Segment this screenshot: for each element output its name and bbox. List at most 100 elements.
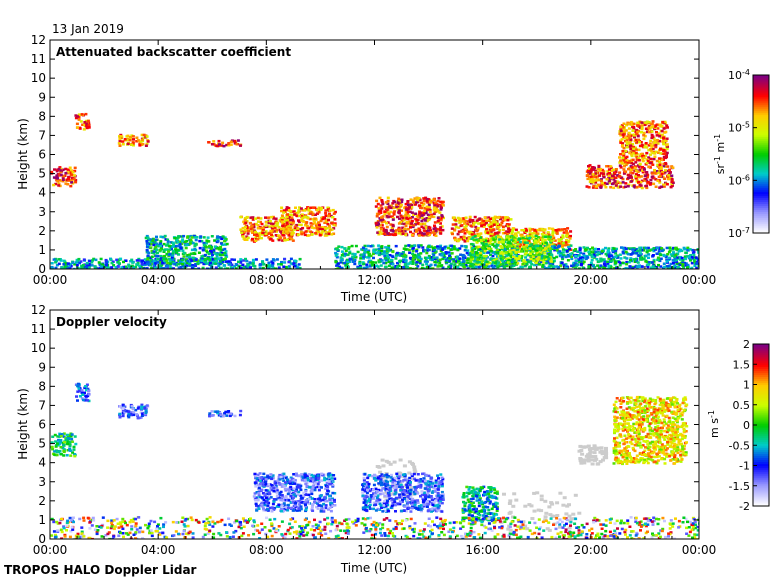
data-cell: [301, 209, 305, 212]
data-cell: [561, 251, 565, 254]
data-cell: [510, 238, 513, 241]
data-cell: [377, 210, 381, 213]
data-cell: [380, 249, 384, 252]
data-cell: [422, 217, 426, 221]
data-cell: [290, 216, 294, 219]
data-cell: [471, 219, 475, 222]
data-cell: [442, 255, 446, 258]
data-cell: [217, 264, 221, 268]
data-cell: [388, 254, 392, 257]
data-cell: [523, 253, 527, 256]
data-cell: [334, 254, 338, 257]
data-cell: [425, 265, 429, 269]
data-cell: [528, 244, 532, 247]
data-cell: [106, 266, 110, 269]
data-cell: [332, 223, 336, 227]
data-cell: [578, 248, 582, 252]
data-cell: [521, 262, 525, 266]
data-cell: [305, 221, 309, 224]
data-cell: [581, 266, 585, 269]
data-cell: [501, 228, 505, 231]
data-cell: [87, 123, 91, 127]
data-cell: [570, 255, 573, 258]
data-cell: [642, 137, 646, 141]
data-cell: [419, 252, 423, 255]
data-cell: [188, 253, 192, 256]
data-cell: [435, 261, 439, 264]
data-cell: [651, 147, 655, 151]
data-cell: [441, 204, 445, 207]
data-cell: [658, 160, 661, 163]
data-cell: [160, 247, 164, 250]
data-cell: [630, 166, 634, 169]
data-cell: [246, 262, 250, 266]
data-cell: [197, 251, 201, 254]
data-cell: [637, 254, 641, 257]
data-cell: [376, 231, 380, 234]
data-cell: [596, 167, 600, 171]
data-cell: [484, 230, 488, 233]
data-cell: [629, 259, 632, 262]
data-cell: [346, 253, 350, 257]
data-cell: [561, 241, 565, 245]
data-cell: [498, 249, 502, 252]
data-cell: [408, 206, 411, 209]
data-cell: [219, 266, 223, 269]
data-cell: [538, 253, 542, 256]
data-cell: [463, 222, 467, 225]
data-cell: [404, 202, 408, 206]
data-cell: [240, 231, 244, 234]
data-cell: [191, 256, 195, 259]
data-cell: [555, 249, 559, 252]
data-cell: [603, 183, 607, 187]
data-cell: [404, 206, 408, 210]
data-cell: [658, 252, 662, 256]
data-cell: [693, 260, 697, 264]
data-cell: [625, 260, 629, 264]
data-cell: [208, 258, 212, 261]
data-cell: [662, 254, 666, 258]
data-cell: [82, 258, 86, 261]
data-cell: [433, 204, 437, 207]
data-cell: [334, 260, 338, 263]
data-cell: [227, 144, 231, 147]
data-cell: [624, 170, 628, 173]
data-cell: [506, 247, 510, 250]
data-cell: [487, 216, 491, 219]
data-cell: [588, 172, 592, 175]
data-cell: [668, 171, 672, 174]
data-cell: [375, 199, 379, 203]
data-cell: [661, 171, 665, 174]
data-cell: [251, 258, 255, 262]
data-cell: [435, 203, 439, 206]
data-cell: [598, 174, 602, 177]
data-cell: [413, 223, 417, 226]
data-cell: [561, 248, 565, 251]
data-cell: [507, 245, 511, 248]
data-cell: [63, 265, 67, 268]
data-cell: [165, 259, 169, 262]
data-cell: [650, 144, 654, 147]
data-cell: [547, 245, 551, 248]
data-cell: [654, 124, 658, 127]
data-cell: [181, 239, 185, 243]
data-cell: [646, 265, 650, 269]
data-cell: [533, 263, 537, 267]
data-cell: [500, 240, 504, 243]
data-cell: [563, 228, 567, 231]
data-cell: [644, 127, 648, 130]
data-cell: [223, 267, 227, 269]
data-cell: [614, 184, 618, 187]
data-cell: [474, 265, 478, 269]
data-cell: [397, 209, 401, 212]
data-cell: [380, 228, 383, 231]
data-cell: [661, 248, 665, 251]
data-cell: [379, 219, 383, 222]
data-cell: [659, 167, 663, 171]
data-cell: [425, 205, 429, 208]
data-cell: [410, 211, 414, 214]
data-cell: [629, 257, 633, 260]
data-cell: [548, 243, 552, 247]
data-cell: [270, 224, 274, 228]
